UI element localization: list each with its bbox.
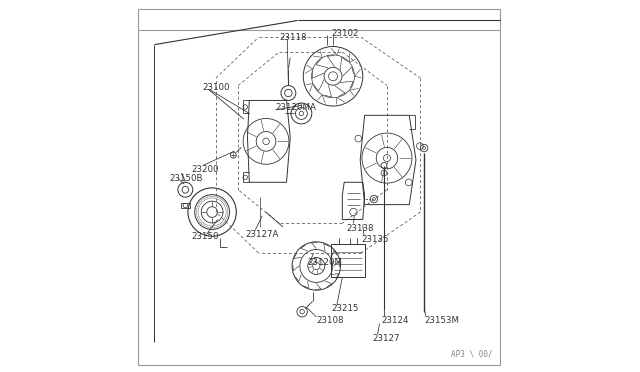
Text: 23120MA: 23120MA bbox=[275, 103, 316, 112]
Text: 23150: 23150 bbox=[191, 232, 219, 241]
Text: 23102: 23102 bbox=[331, 29, 358, 38]
Text: 23100: 23100 bbox=[203, 83, 230, 92]
Text: 23124: 23124 bbox=[381, 316, 409, 325]
Text: 23127: 23127 bbox=[372, 334, 399, 343]
Text: 23135: 23135 bbox=[361, 235, 388, 244]
Text: 23120M: 23120M bbox=[307, 258, 342, 267]
Text: 23138: 23138 bbox=[346, 224, 374, 233]
Text: 23108: 23108 bbox=[316, 316, 344, 325]
Text: 23200: 23200 bbox=[191, 165, 219, 174]
Text: 23153M: 23153M bbox=[424, 316, 459, 325]
Text: 23118: 23118 bbox=[279, 33, 307, 42]
Text: AP3 \ 00/: AP3 \ 00/ bbox=[451, 350, 493, 359]
Text: 23150B: 23150B bbox=[170, 174, 203, 183]
Text: 23215: 23215 bbox=[331, 304, 358, 313]
Text: 23127A: 23127A bbox=[246, 230, 279, 239]
